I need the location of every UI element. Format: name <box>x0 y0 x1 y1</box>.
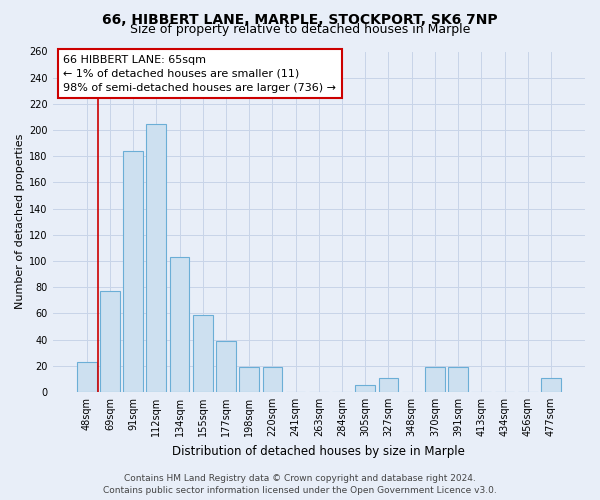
Text: 66 HIBBERT LANE: 65sqm
← 1% of detached houses are smaller (11)
98% of semi-deta: 66 HIBBERT LANE: 65sqm ← 1% of detached … <box>63 55 336 93</box>
Bar <box>448 367 468 392</box>
X-axis label: Distribution of detached houses by size in Marple: Distribution of detached houses by size … <box>172 444 465 458</box>
Bar <box>379 378 398 392</box>
Bar <box>263 367 282 392</box>
Bar <box>146 124 166 392</box>
Bar <box>123 151 143 392</box>
Bar <box>216 341 236 392</box>
Bar <box>100 291 120 392</box>
Text: Size of property relative to detached houses in Marple: Size of property relative to detached ho… <box>130 22 470 36</box>
Bar <box>170 257 190 392</box>
Bar <box>425 367 445 392</box>
Bar <box>541 378 561 392</box>
Y-axis label: Number of detached properties: Number of detached properties <box>15 134 25 310</box>
Bar <box>239 367 259 392</box>
Text: 66, HIBBERT LANE, MARPLE, STOCKPORT, SK6 7NP: 66, HIBBERT LANE, MARPLE, STOCKPORT, SK6… <box>102 12 498 26</box>
Bar <box>355 386 375 392</box>
Bar <box>193 314 212 392</box>
Text: Contains HM Land Registry data © Crown copyright and database right 2024.
Contai: Contains HM Land Registry data © Crown c… <box>103 474 497 495</box>
Bar <box>77 362 97 392</box>
